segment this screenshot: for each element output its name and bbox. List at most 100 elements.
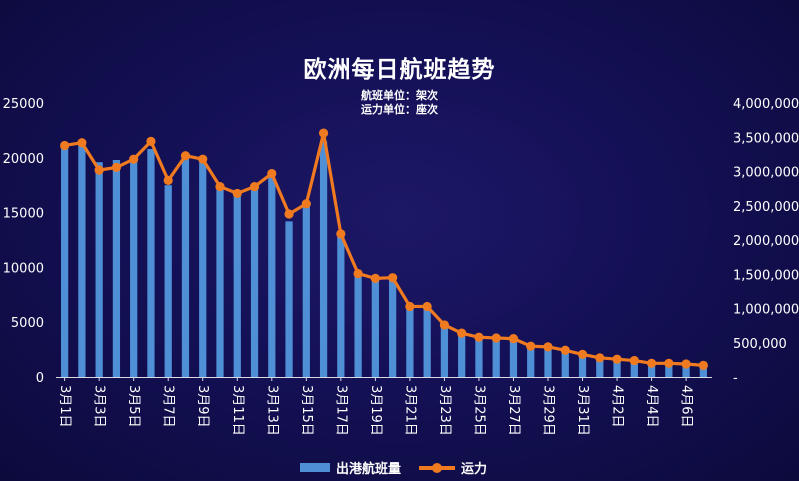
bar (268, 177, 276, 377)
bar (337, 236, 345, 377)
y-left-tick-label: 20000 (3, 152, 44, 167)
capacity-point (612, 354, 622, 364)
x-tick-label: 3月5日 (126, 385, 141, 428)
bar (440, 323, 449, 377)
bar (319, 141, 328, 377)
bar (199, 162, 207, 377)
capacity-point (629, 355, 639, 366)
x-tick-label: 3月17日 (333, 385, 348, 436)
y-left-tick-label: 10000 (3, 261, 44, 276)
y-right-tick-label: 1,500,000 (733, 268, 799, 283)
capacity-point (543, 342, 553, 352)
bar (492, 340, 500, 377)
y-right-tick-label: 3,500,000 (733, 131, 799, 146)
bar (61, 146, 69, 377)
capacity-point (267, 168, 277, 179)
capacity-point (60, 140, 70, 151)
chart-subtitle-flights-unit: 航班单位：架次 (361, 89, 438, 102)
x-tick-label: 3月19日 (368, 385, 383, 436)
capacity-point (284, 209, 294, 219)
capacity-point (353, 268, 363, 279)
x-tick-label: 3月7日 (161, 385, 176, 428)
bar (354, 272, 362, 377)
chart-title: 欧洲每日航班趋势 (303, 57, 496, 83)
bar (596, 359, 604, 377)
bars-layer (61, 141, 707, 377)
bar (216, 188, 224, 377)
x-tick-label: 3月3日 (92, 385, 107, 428)
legend: 出港航班量 运力 (300, 458, 505, 477)
bar (250, 187, 259, 377)
bar (371, 279, 379, 377)
capacity-point (457, 328, 467, 338)
legend-item-departures[interactable]: 出港航班量 (300, 458, 401, 477)
capacity-point (474, 332, 484, 342)
y-right-tick-label: 2,500,000 (733, 200, 799, 215)
legend-label-departures: 出港航班量 (336, 462, 402, 477)
capacity-point (318, 128, 329, 138)
capacity-point (77, 138, 87, 148)
legend-item-capacity[interactable]: 运力 (419, 458, 487, 477)
legend-bar-swatch (300, 463, 330, 472)
legend-label-capacity: 运力 (461, 462, 488, 477)
capacity-point (526, 341, 536, 351)
bar (78, 144, 86, 377)
capacity-point (646, 358, 657, 368)
bar (112, 159, 121, 377)
axes-layer: 0 5000 10000 15000 20000 25000 - 500,000 1,000,0… (3, 97, 799, 436)
y-left-tick-label: 25000 (3, 97, 44, 112)
legend-line-swatch (419, 462, 456, 473)
x-tick-label: 3月23日 (437, 385, 452, 436)
x-tick-label: 3月27日 (506, 385, 521, 436)
capacity-point (215, 181, 225, 192)
capacity-point (129, 154, 139, 164)
y-right-tick-label: 4,000,000 (733, 97, 799, 112)
x-tick-label: 3月1日 (57, 385, 72, 428)
capacity-point (664, 358, 674, 368)
y-right-tick-label: 3,000,000 (733, 166, 799, 181)
y-right-tick-label: 2,000,000 (733, 234, 799, 249)
bar (95, 162, 103, 377)
x-tick-label: 3月11日 (230, 385, 245, 436)
capacity-point (508, 334, 519, 344)
x-tick-label: 3月25日 (471, 385, 486, 436)
bar (423, 309, 431, 377)
capacity-point (249, 181, 260, 192)
y-right-tick-label: 1,000,000 (733, 303, 799, 318)
line-layer (60, 128, 708, 370)
capacity-point (370, 273, 380, 283)
capacity-point (577, 349, 588, 359)
capacity-point (405, 301, 415, 312)
y-left-tick-label: 0 (36, 371, 44, 386)
bar (147, 149, 155, 377)
x-tick-label: 3月13日 (264, 385, 279, 436)
capacity-point (595, 353, 605, 363)
x-tick-label: 3月29日 (541, 385, 556, 436)
x-tick-label: 4月6日 (679, 385, 694, 428)
x-tick-label: 4月2日 (610, 385, 625, 428)
bar (458, 335, 466, 377)
capacity-point (146, 136, 156, 146)
bar (647, 363, 656, 377)
capacity-point (491, 333, 501, 343)
capacity-point (94, 165, 104, 175)
capacity-point (198, 154, 208, 164)
x-tick-label: 3月21日 (402, 385, 417, 436)
bar (527, 348, 535, 377)
bar (544, 349, 552, 377)
bar (578, 355, 587, 377)
y-left-tick-label: 5000 (11, 316, 44, 331)
bar (699, 367, 707, 377)
y-right-tick-label: 500,000 (733, 337, 787, 352)
bar (233, 193, 241, 377)
capacity-point (336, 229, 346, 239)
capacity-point (301, 199, 311, 209)
capacity-point (163, 175, 173, 186)
y-right-tick-label: - (733, 371, 738, 386)
capacity-point (180, 151, 191, 161)
bar (130, 156, 138, 377)
bar (475, 338, 483, 377)
x-tick-label: 3月31日 (575, 385, 590, 436)
bar (665, 363, 673, 377)
bar (561, 351, 569, 377)
